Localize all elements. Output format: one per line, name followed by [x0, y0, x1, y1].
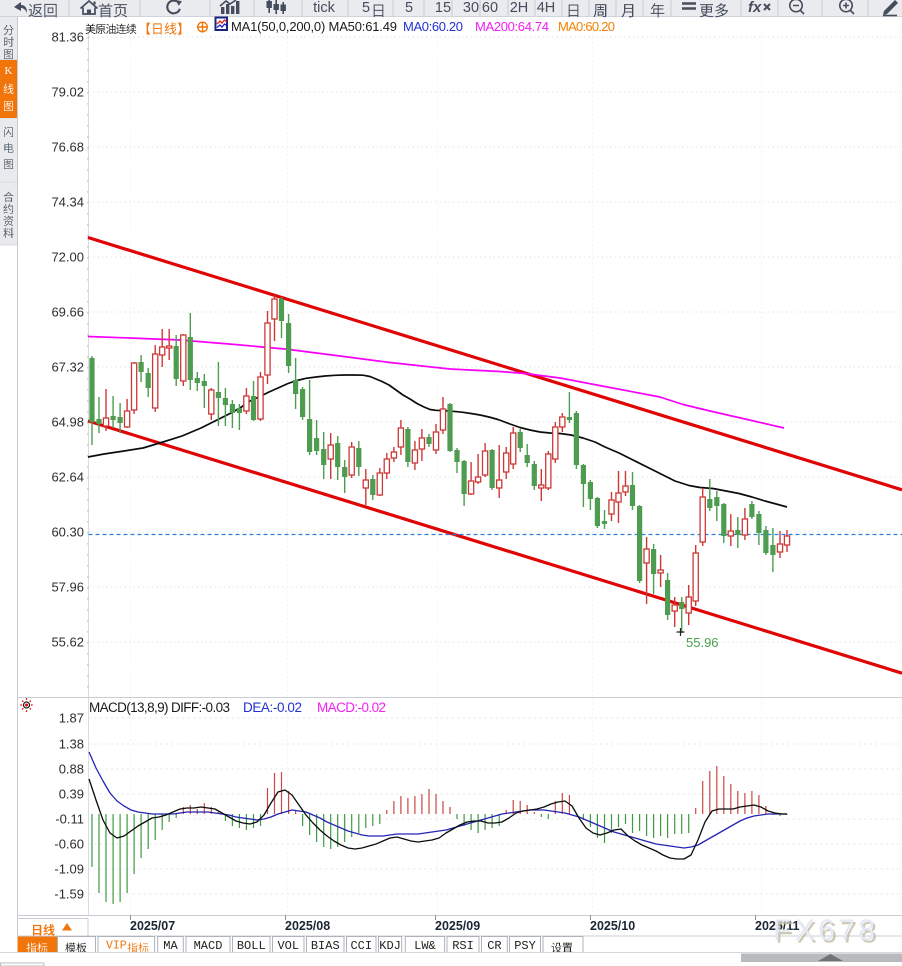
svg-text:57.96: 57.96: [51, 580, 84, 595]
svg-text:CR: CR: [487, 939, 501, 953]
svg-text:fx: fx: [748, 0, 762, 16]
svg-text:MACD(13,8,9) DIFF:-0.03: MACD(13,8,9) DIFF:-0.03: [89, 700, 230, 715]
svg-text:69.66: 69.66: [51, 305, 84, 320]
svg-text:60: 60: [482, 0, 498, 16]
svg-text:2025/08: 2025/08: [285, 919, 330, 933]
svg-text:FX678: FX678: [773, 914, 878, 947]
svg-text:MA: MA: [163, 939, 178, 953]
svg-text:30: 30: [463, 0, 479, 16]
svg-text:79.02: 79.02: [51, 85, 84, 100]
svg-text:0.39: 0.39: [59, 787, 84, 802]
svg-text:VIP: VIP: [106, 940, 127, 953]
svg-text:PSY: PSY: [514, 939, 536, 953]
svg-text:LW&: LW&: [414, 939, 436, 953]
svg-text:2025/10: 2025/10: [590, 919, 635, 933]
svg-text:4H: 4H: [537, 0, 556, 16]
svg-text:2H: 2H: [510, 0, 529, 16]
svg-text:-1.09: -1.09: [54, 862, 84, 877]
svg-text:MA1(50,0,200,0) MA50:61.49: MA1(50,0,200,0) MA50:61.49: [231, 19, 397, 34]
svg-text:BIAS: BIAS: [311, 939, 340, 953]
svg-text:KDJ: KDJ: [379, 939, 401, 953]
svg-text:2025/09: 2025/09: [435, 919, 480, 933]
svg-text:MACD:-0.02: MACD:-0.02: [317, 700, 386, 715]
svg-text:DEA:-0.02: DEA:-0.02: [243, 700, 302, 715]
svg-text:CCI: CCI: [350, 939, 372, 953]
svg-text:62.64: 62.64: [51, 470, 84, 485]
svg-text:0.88: 0.88: [59, 762, 84, 777]
svg-text:K: K: [5, 65, 13, 77]
svg-text:RSI: RSI: [452, 939, 474, 953]
svg-text:-1.59: -1.59: [54, 887, 84, 902]
svg-text:2025/11: 2025/11: [755, 919, 800, 933]
svg-text:BOLL: BOLL: [237, 939, 266, 953]
svg-text:74.34: 74.34: [51, 195, 84, 210]
svg-text:FX678: FX678: [775, 916, 880, 949]
svg-text:60.30: 60.30: [51, 525, 84, 540]
svg-text:5: 5: [405, 0, 413, 16]
svg-text:64.98: 64.98: [51, 415, 84, 430]
svg-text:1.87: 1.87: [59, 711, 84, 726]
svg-text:76.68: 76.68: [51, 140, 84, 155]
svg-text:MA200:64.74: MA200:64.74: [475, 19, 549, 34]
svg-text:-0.11: -0.11: [55, 812, 84, 827]
svg-text:-0.60: -0.60: [54, 837, 84, 852]
svg-text:55.62: 55.62: [51, 635, 84, 650]
svg-text:72.00: 72.00: [51, 250, 84, 265]
svg-text:tick: tick: [313, 0, 336, 16]
svg-text:1.38: 1.38: [59, 737, 84, 752]
svg-text:15: 15: [435, 0, 451, 16]
svg-text:MA0:60.20: MA0:60.20: [403, 19, 463, 34]
svg-text:2025/07: 2025/07: [130, 919, 175, 933]
svg-text:5: 5: [362, 0, 370, 16]
svg-text:VOL: VOL: [277, 939, 299, 953]
svg-text:MACD: MACD: [194, 939, 223, 953]
svg-text:55.96: 55.96: [686, 635, 719, 650]
svg-text:MA0:60.20: MA0:60.20: [558, 19, 615, 34]
svg-text:67.32: 67.32: [51, 360, 84, 375]
svg-text:81.36: 81.36: [51, 30, 84, 45]
